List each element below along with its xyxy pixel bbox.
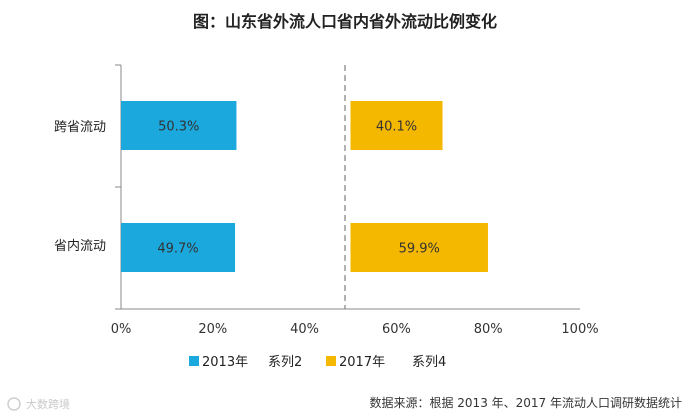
legend-swatch-2017 <box>326 356 336 366</box>
legend-label-2013: 2013年 <box>202 355 248 370</box>
legend: 2013年 系列2 2017年 系列4 <box>189 355 446 370</box>
legend-swatch-2013 <box>189 356 199 366</box>
bar-2013-cross-province <box>121 101 237 150</box>
data-label-2017-intra-province: 59.9% <box>399 242 440 257</box>
watermark-logo-icon <box>7 397 21 411</box>
x-tick-label: 80% <box>474 322 503 337</box>
legend-label-2017: 2017年 <box>339 355 385 370</box>
chart-title: 图：山东省外流人口省内省外流动比例变化 <box>193 12 497 31</box>
watermark-text: 大数跨境 <box>26 397 70 411</box>
category-label-intra-province: 省内流动 <box>54 238 106 254</box>
x-tick-label: 40% <box>290 322 319 337</box>
watermark: 大数跨境 <box>7 397 70 411</box>
x-tick-label: 100% <box>561 322 598 337</box>
legend-label-series2: 系列2 <box>268 355 302 370</box>
source-note: 数据来源：根据 2013 年、2017 年流动人口调研数据统计 <box>369 395 682 410</box>
data-label-2013-intra-province: 49.7% <box>157 242 198 257</box>
legend-label-series4: 系列4 <box>412 355 446 370</box>
bar-2017-cross-province <box>350 101 443 150</box>
category-label-cross-province: 跨省流动 <box>54 120 106 135</box>
data-label-2017-cross-province: 40.1% <box>376 120 417 135</box>
x-tick-label: 20% <box>198 322 227 337</box>
x-tick-label: 0% <box>111 322 132 337</box>
x-tick-label: 60% <box>382 322 411 337</box>
bar-2017-intra-province <box>350 223 488 272</box>
data-label-2013-cross-province: 50.3% <box>158 120 199 135</box>
bar-2013-intra-province <box>121 223 236 272</box>
